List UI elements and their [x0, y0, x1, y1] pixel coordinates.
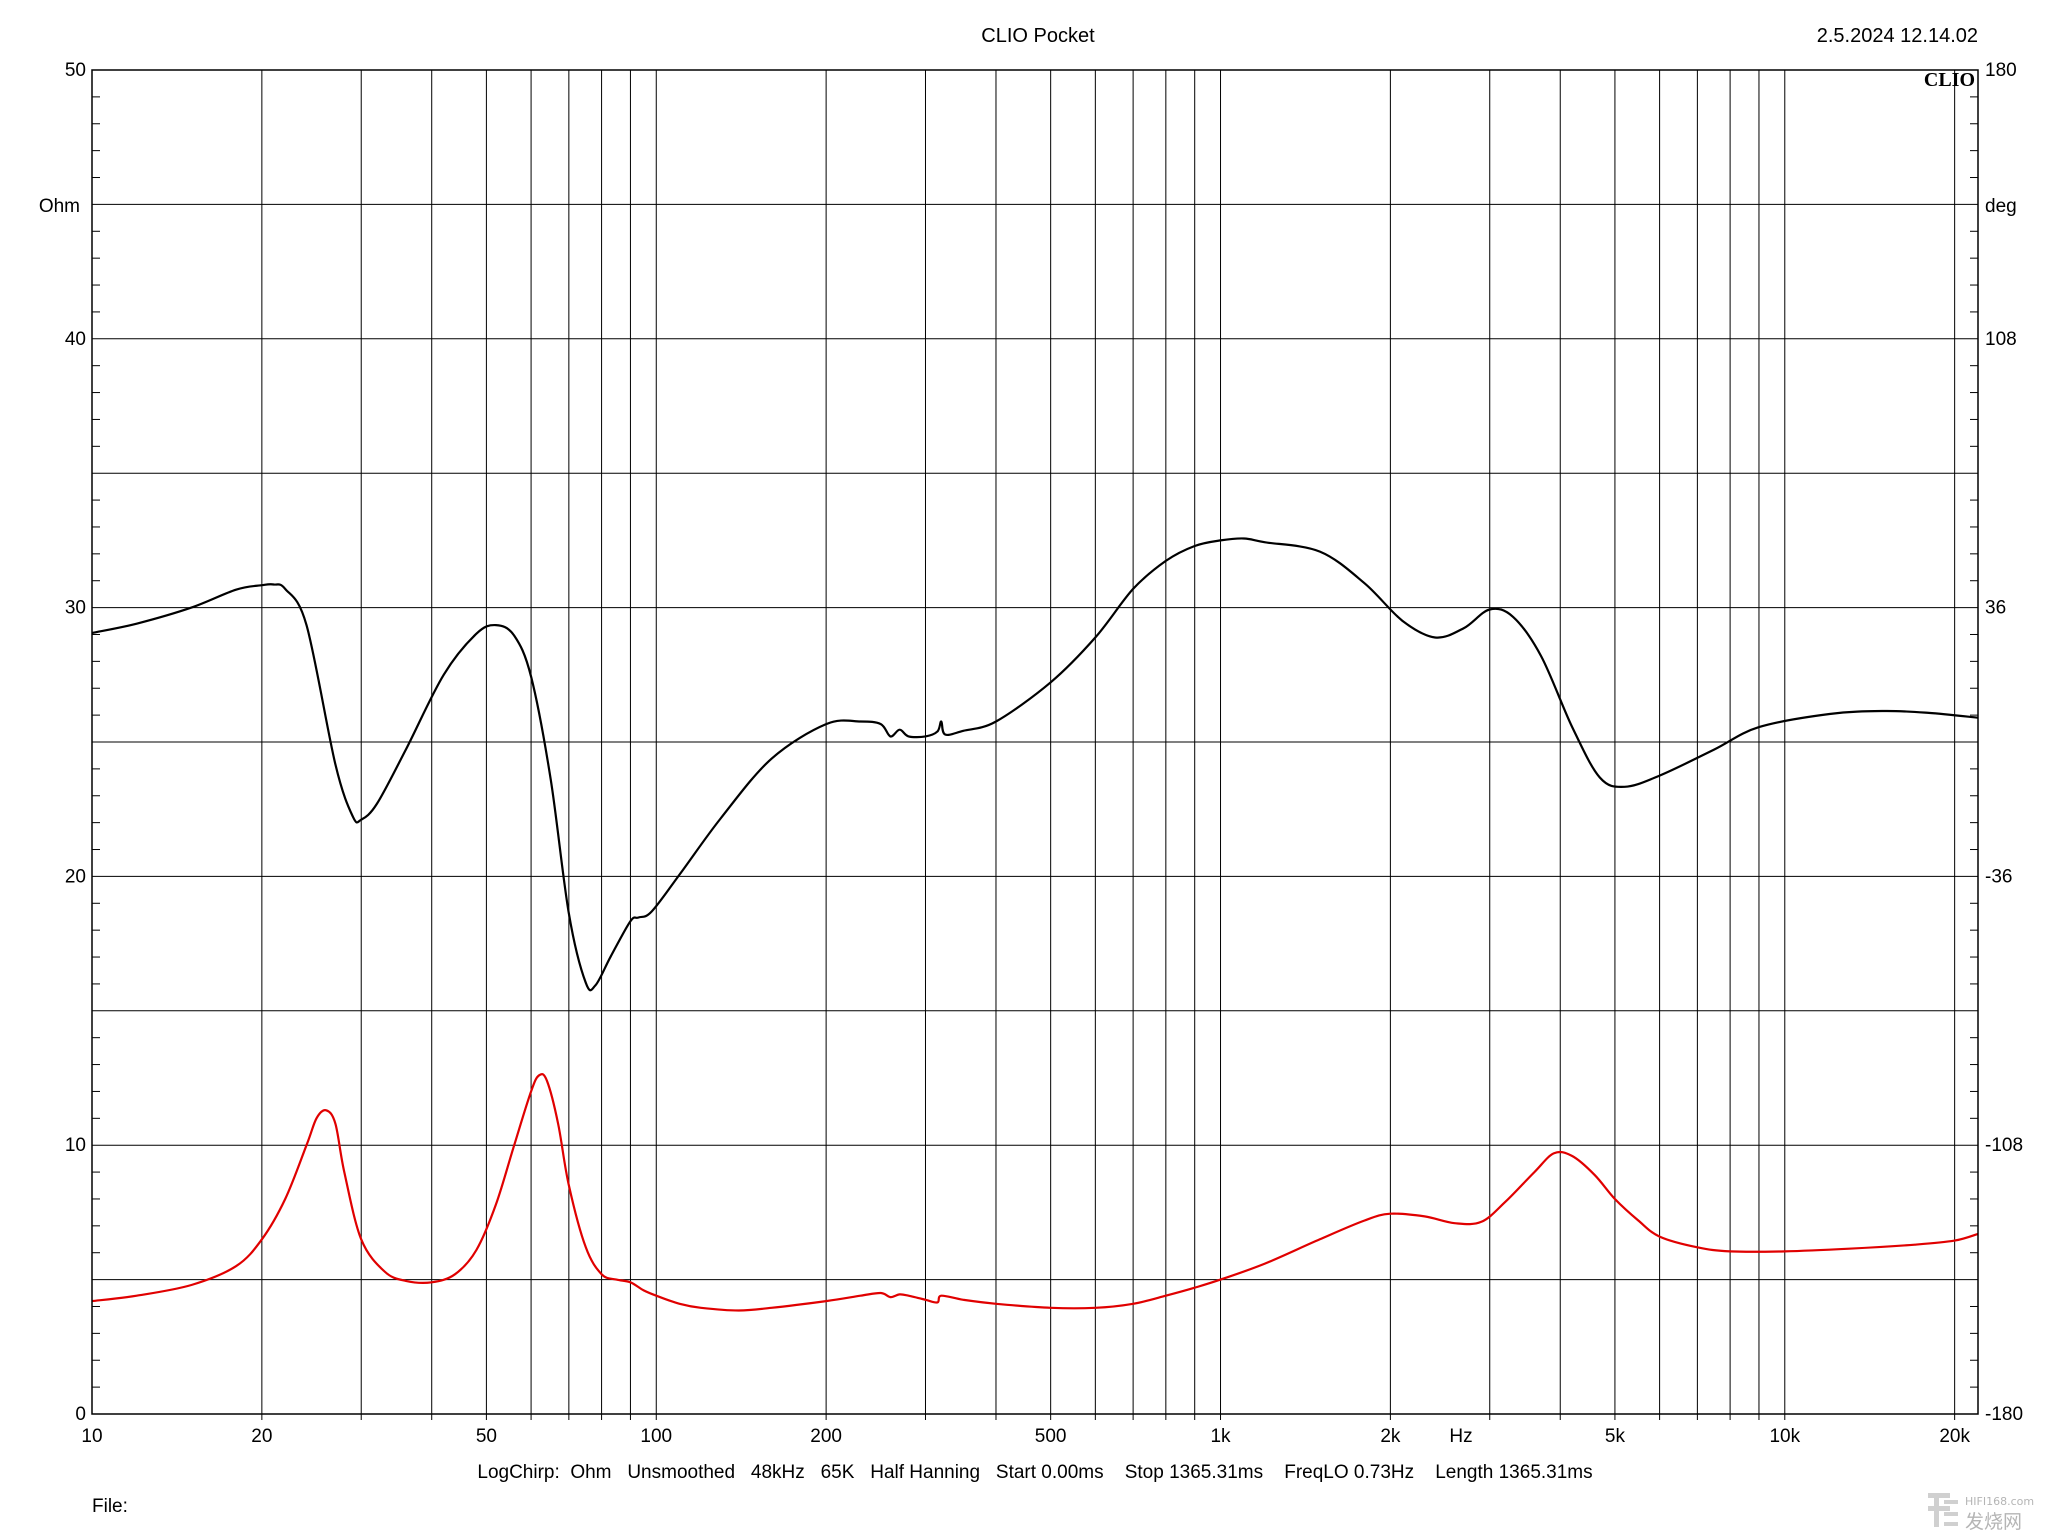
x-axis-unit: Hz [1449, 1426, 1472, 1447]
watermark-logo-icon [1928, 1493, 1958, 1527]
minor-ticks [92, 96, 1978, 1420]
y2-tick-label: 108 [1985, 329, 2017, 350]
y2-axis-unit: deg [1985, 196, 2017, 217]
y-axis-labels: 0 10 20 30 40 50 [65, 60, 86, 1425]
y-tick-label: 30 [65, 598, 86, 619]
timestamp: 2.5.2024 12.14.02 [1817, 25, 1978, 47]
x-tick-label: 2k [1380, 1426, 1401, 1447]
y-tick-label: 50 [65, 60, 86, 81]
x-tick-label: 20k [1939, 1426, 1970, 1447]
y2-tick-label: -180 [1985, 1404, 2023, 1425]
x-tick-label: 50 [476, 1426, 497, 1447]
chart-title: CLIO Pocket [981, 25, 1095, 47]
x-tick-label: 100 [640, 1426, 672, 1447]
impedance-curve [91, 1072, 1979, 1312]
x-tick-label: 500 [1035, 1426, 1067, 1447]
series-layer [91, 537, 1979, 1312]
major-grid [92, 70, 1978, 1414]
y-tick-label: 10 [65, 1135, 86, 1156]
x-tick-label: 20 [251, 1426, 272, 1447]
plot-frame [91, 69, 1979, 1415]
file-label: File: [92, 1496, 128, 1517]
watermark-name: 发烧网 [1965, 1511, 2022, 1533]
watermark-site: HIFI168.com [1965, 1495, 2034, 1508]
x-tick-label: 10 [81, 1426, 102, 1447]
measurement-settings: LogChirp: Ohm Unsmoothed 48kHz 65K Half … [477, 1462, 1592, 1483]
phase-curve [91, 537, 1979, 992]
y-tick-label: 40 [65, 329, 86, 350]
y2-tick-label: 180 [1985, 60, 2017, 81]
x-tick-label: 1k [1210, 1426, 1231, 1447]
x-axis-labels: 10 20 50 100 200 500 1k 2k 5k 10k 20k [81, 1426, 1970, 1447]
x-tick-label: 200 [810, 1426, 842, 1447]
watermark: HIFI168.com 发烧网 [1928, 1493, 2034, 1533]
y2-tick-label: -108 [1985, 1135, 2023, 1156]
y2-tick-label: -36 [1985, 866, 2012, 887]
y-tick-label: 0 [75, 1404, 86, 1425]
x-tick-label: 10k [1769, 1426, 1800, 1447]
x-tick-label: 5k [1605, 1426, 1626, 1447]
y-axis-unit: Ohm [39, 196, 80, 217]
clio-logo: CLIO [1924, 69, 1975, 91]
y2-tick-label: 36 [1985, 598, 2006, 619]
y2-axis-labels: -180 -108 -36 36 108 180 [1985, 60, 2023, 1425]
y-tick-label: 20 [65, 866, 86, 887]
